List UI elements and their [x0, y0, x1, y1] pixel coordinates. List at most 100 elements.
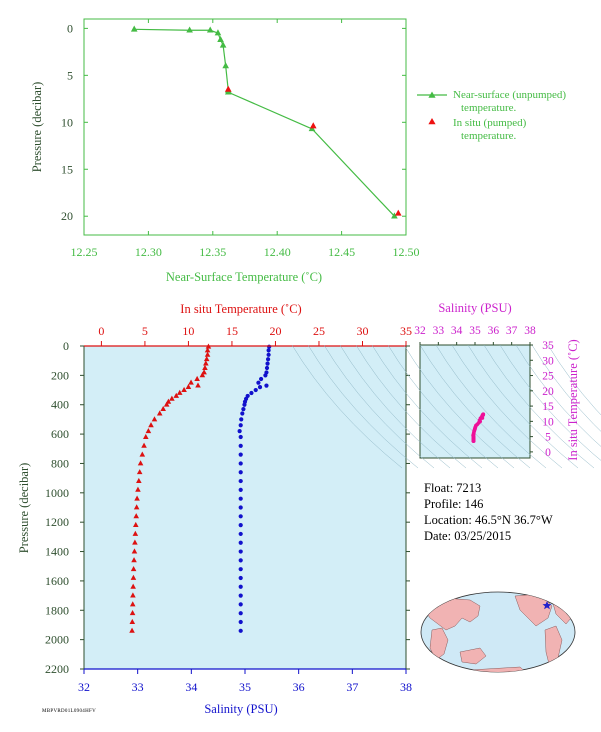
- temperature-point: [133, 504, 140, 510]
- density-contour: [451, 344, 563, 469]
- temperature-tick-label: 15: [226, 324, 238, 338]
- density-contour: [403, 344, 515, 469]
- ts-salinity-ticks: 32 33 34 35 36 37 38: [414, 325, 536, 345]
- temperature-tick-label: 20: [269, 324, 281, 338]
- salinity-point: [263, 373, 268, 378]
- ts-y-tick-label: 15: [542, 401, 554, 413]
- footer-code: MBPVRD01L0904HFV: [42, 709, 96, 714]
- temperature-point: [136, 469, 143, 475]
- salinity-tick-label: 36: [293, 680, 305, 694]
- temperature-point: [129, 610, 136, 616]
- salinity-tick-label: 33: [132, 680, 144, 694]
- ts-y-tick-label: 10: [542, 416, 554, 428]
- salinity-point: [249, 390, 254, 396]
- profile-number: Profile: 146: [424, 497, 484, 511]
- temperature-point: [131, 548, 138, 554]
- temperature-point: [129, 618, 136, 624]
- float-info: Float: 7213 Profile: 146 Location: 46.5°…: [424, 480, 553, 544]
- x-tick-label: 12.30: [135, 245, 162, 259]
- salinity-point: [238, 531, 243, 537]
- y-tick-label: 15: [61, 162, 73, 176]
- salinity-axis-label: Salinity (PSU): [204, 702, 277, 716]
- ts-title: Salinity (PSU): [438, 301, 511, 315]
- salinity-point: [256, 380, 261, 385]
- pressure-tick-label: 1000: [45, 486, 69, 500]
- temperature-tick-label: 10: [182, 324, 194, 338]
- salinity-point: [257, 385, 263, 390]
- salinity-point: [238, 514, 243, 519]
- temperature-point: [185, 383, 192, 390]
- salinity-point: [238, 461, 243, 466]
- near-surface-x-ticks: 12.25 12.30 12.35 12.40 12.45 12.50: [71, 19, 420, 259]
- salinity-point: [264, 383, 269, 388]
- ts-x-tick-label: 37: [506, 325, 518, 337]
- pressure-tick-label: 1600: [45, 574, 69, 588]
- profile-chart: 0 5 10 15 20 25 30 35 32 33 34 35 36 37 38 0 200 400 600…: [17, 302, 412, 716]
- temperature-point: [163, 401, 170, 407]
- temperature-point: [181, 386, 187, 392]
- salinity-point: [266, 348, 271, 353]
- map-landmass: [429, 627, 449, 661]
- salinity-point: [238, 602, 243, 607]
- near-surface-point: [391, 212, 398, 219]
- salinity-point: [238, 611, 243, 616]
- ts-points: [471, 412, 486, 444]
- salinity-point: [238, 628, 243, 633]
- pressure-tick-label: 2000: [45, 633, 69, 647]
- pressure-axis-ticks: 0 200 400 600 800 1000 1200 1400 1600 1800 2000 220…: [45, 339, 410, 676]
- pressure-tick-label: 400: [51, 398, 69, 412]
- near-surface-point: [206, 26, 214, 33]
- density-contour: [323, 344, 435, 469]
- legend-insitu-marker: [428, 118, 436, 125]
- ts-density-contours: [291, 344, 601, 469]
- temperature-tick-label: 0: [98, 324, 104, 338]
- temperature-point: [130, 592, 136, 598]
- salinity-point: [265, 357, 271, 362]
- insitu-point: [224, 85, 232, 92]
- temperature-point: [141, 442, 147, 448]
- near-surface-point: [219, 41, 227, 48]
- temperature-point: [136, 477, 142, 483]
- x-tick-label: 12.35: [199, 245, 226, 259]
- density-contour: [291, 344, 403, 469]
- density-contour: [467, 344, 579, 469]
- temperature-tick-label: 5: [142, 324, 148, 338]
- x-tick-label: 12.50: [393, 245, 420, 259]
- salinity-point: [267, 344, 272, 349]
- temperature-point: [132, 530, 139, 536]
- temperature-point: [132, 521, 139, 528]
- temperature-point: [139, 451, 146, 457]
- density-contour: [371, 344, 483, 469]
- temperature-point: [131, 557, 137, 563]
- salinity-tick-label: 38: [400, 680, 412, 694]
- salinity-point: [259, 376, 264, 382]
- legend-insitu-label-2: temperature.: [461, 130, 517, 142]
- salinity-point: [240, 411, 245, 416]
- salinity-point: [238, 540, 243, 545]
- temperature-point: [204, 347, 211, 353]
- temperature-point: [156, 410, 163, 416]
- salinity-point: [238, 593, 243, 598]
- temperature-point: [145, 427, 152, 434]
- near-surface-y-axis-label: Pressure (decibar): [30, 82, 44, 173]
- temperature-point: [173, 392, 180, 398]
- salinity-point: [238, 443, 243, 448]
- y-tick-label: 20: [61, 209, 73, 223]
- temperature-point: [132, 539, 138, 545]
- temperature-point: [169, 395, 175, 401]
- salinity-point: [241, 407, 246, 412]
- temperature-point: [129, 601, 136, 607]
- temperature-point: [135, 486, 141, 492]
- temperature-series: [129, 343, 212, 633]
- ts-y-tick-label: 30: [542, 355, 554, 367]
- salinity-point: [238, 487, 243, 492]
- salinity-point: [238, 549, 243, 554]
- pressure-tick-label: 1200: [45, 515, 69, 529]
- salinity-point: [253, 387, 258, 393]
- legend-near-surface-marker: [428, 91, 436, 98]
- legend-near-surface-label-2: temperature.: [461, 102, 517, 114]
- x-tick-label: 12.45: [328, 245, 355, 259]
- salinity-point: [266, 352, 271, 357]
- ts-x-tick-label: 38: [524, 325, 536, 337]
